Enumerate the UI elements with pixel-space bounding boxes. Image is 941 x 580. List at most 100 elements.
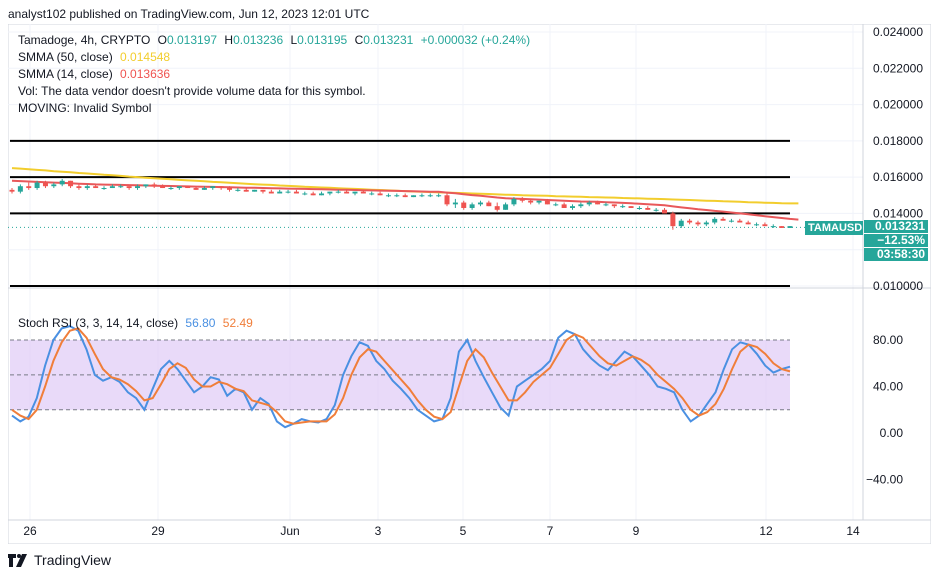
candle	[42, 180, 48, 189]
candle	[620, 204, 626, 208]
candle	[201, 186, 207, 190]
candle-body	[754, 224, 760, 226]
candle-body	[210, 186, 216, 189]
candle-body	[260, 189, 266, 192]
candle	[227, 186, 233, 192]
candle	[511, 197, 517, 207]
candle	[310, 191, 316, 196]
footer-brand[interactable]: TradingView	[34, 552, 112, 568]
smma-lines	[11, 167, 799, 221]
candle-body	[536, 200, 542, 203]
candle	[126, 186, 132, 190]
candle-body	[670, 213, 676, 227]
candle	[360, 189, 366, 194]
candle-body	[243, 189, 249, 192]
candle	[319, 191, 325, 196]
rsi-legend-label: Stoch RSI (3, 3, 14, 14, close)	[18, 316, 179, 330]
candle-body	[703, 222, 709, 225]
legend-smma50-label: SMMA (50, close)	[18, 50, 113, 64]
candle	[703, 220, 709, 227]
candle-body	[636, 207, 642, 209]
candle	[193, 186, 199, 190]
candle-body	[151, 184, 157, 187]
candle-body	[452, 202, 458, 205]
rsi-band-fill	[10, 340, 790, 410]
candle	[469, 202, 475, 210]
candle-body	[762, 224, 768, 227]
candle-body	[394, 195, 400, 197]
candle-body	[595, 202, 601, 205]
time-tick-label: 9	[633, 524, 640, 538]
time-axis-ticks: 26 29 Jun 3 5 7 9 12 14	[23, 524, 860, 538]
candle-body	[737, 220, 743, 223]
candle	[101, 186, 107, 190]
candle	[678, 218, 684, 228]
candle	[168, 186, 174, 190]
candle-body	[553, 204, 559, 206]
candle	[687, 218, 693, 225]
legend-smma14-label: SMMA (14, close)	[18, 67, 113, 81]
price-tag-symbol: TAMAUSD	[805, 221, 863, 235]
candle	[461, 200, 467, 210]
candle-body	[561, 204, 567, 208]
candle-body	[285, 191, 291, 193]
time-tick-label: 5	[460, 524, 467, 538]
candle	[486, 200, 492, 207]
candle-body	[720, 218, 726, 221]
candle	[143, 184, 149, 189]
candle	[252, 189, 258, 192]
candle-body	[9, 189, 15, 192]
candle-body	[494, 206, 500, 210]
candle	[352, 191, 358, 196]
candle-body	[327, 191, 333, 194]
candle	[26, 182, 32, 190]
candle	[93, 184, 99, 189]
candle-body	[603, 204, 609, 206]
candle	[494, 202, 500, 212]
candle-body	[218, 186, 224, 189]
candle-body	[544, 200, 550, 205]
time-tick-label: 7	[547, 524, 554, 538]
candle	[628, 206, 634, 208]
candle-body	[511, 198, 517, 205]
price-tick-label: 0.024000	[873, 25, 923, 39]
candle-body	[277, 191, 283, 194]
candle	[636, 206, 642, 210]
candle-body	[377, 193, 383, 196]
candle	[720, 217, 726, 221]
candle-body	[519, 198, 525, 201]
price-tag-countdown: 03:58:30	[864, 248, 928, 261]
rsi-tick-label: 0.00	[880, 426, 904, 440]
candle	[277, 189, 283, 194]
candle	[109, 184, 115, 189]
candle	[553, 202, 559, 207]
chart-frame[interactable]: 0.024000 0.022000 0.020000 0.018000 0.016000…	[8, 24, 931, 544]
candle	[611, 204, 617, 208]
legend-low-label: L	[290, 33, 298, 47]
legend-volume-text: Vol: The data vendor doesn't provide vol…	[18, 84, 366, 98]
candle-body	[427, 195, 433, 197]
candle-body	[444, 195, 450, 205]
candle-body	[503, 204, 509, 210]
candle-body	[787, 226, 793, 228]
time-tick-label: Jun	[280, 524, 299, 538]
candle-body	[653, 209, 659, 211]
candle-body	[687, 220, 693, 223]
legend-symbol: Tamadoge, 4h, CRYPTO	[18, 33, 151, 47]
candle-body	[369, 193, 375, 195]
candle	[762, 222, 768, 227]
candle	[335, 189, 341, 194]
candle-body	[728, 220, 734, 222]
candle	[68, 180, 74, 189]
candle	[603, 202, 609, 207]
candle-body	[134, 186, 140, 189]
rsi-legend-k: 56.80	[185, 316, 216, 330]
legend-smma14-value: 0.013636	[120, 67, 171, 81]
candle-body	[419, 195, 425, 197]
candle	[218, 186, 224, 190]
candle	[369, 191, 375, 196]
candle	[645, 206, 651, 210]
rsi-tick-label: 80.00	[873, 333, 903, 347]
candle	[210, 186, 216, 190]
candle	[160, 184, 166, 189]
